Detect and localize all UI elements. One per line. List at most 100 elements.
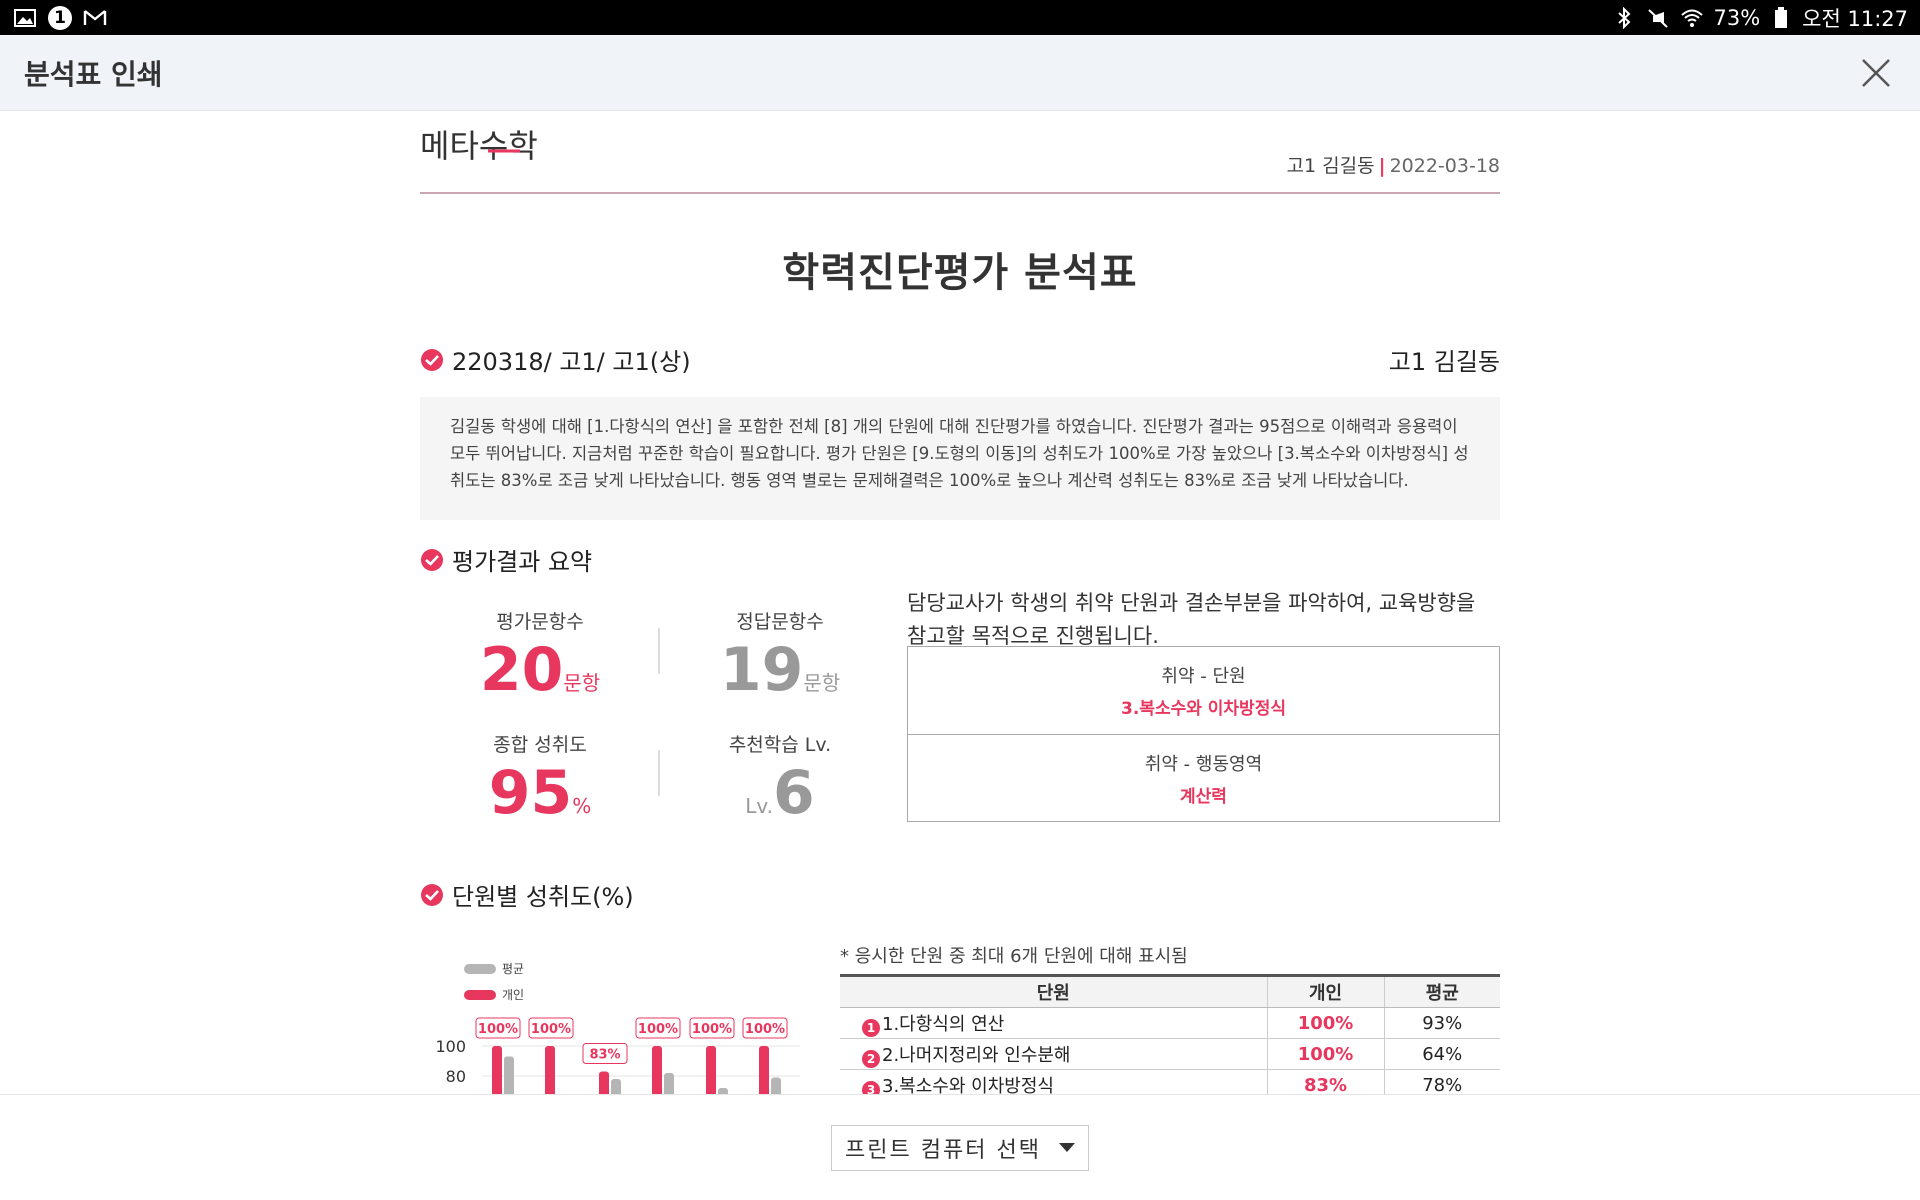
status-bar: 1 73% 오전 11:27 — [0, 0, 1920, 35]
legend-swatch-personal — [464, 990, 496, 1000]
wifi-icon — [1679, 5, 1705, 31]
summary-text: 김길동 학생에 대해 [1.다항식의 연산] 을 포함한 전체 [8] 개의 단… — [420, 397, 1500, 520]
metric-number: 19 — [719, 635, 804, 705]
metric-total-questions: 평가문항수 20문항 — [420, 607, 660, 702]
personal-score: 100% — [1266, 1007, 1384, 1039]
unit-achievement-heading: 단원별 성취도(%) — [420, 877, 1500, 912]
printer-select-dropdown[interactable]: 프린트 컴퓨터 선택 — [831, 1124, 1089, 1171]
report-document[interactable]: 메타수학 고1 김길동 | 2022-03-18 학력진단평가 분석표 220318… — [420, 111, 1500, 1094]
bottom-bar: 프린트 컴퓨터 선택 — [0, 1094, 1920, 1200]
result-summary-title: 평가결과 요약 — [452, 548, 593, 576]
legend-swatch-average — [464, 964, 496, 974]
unit-achievement-chart: 평균개인1008060100%100%83%100%100%100% — [435, 962, 800, 1094]
table-row: 2 2.나머지정리와 인수분해 100% 64% — [840, 1038, 1500, 1070]
average-score: 78% — [1383, 1069, 1500, 1094]
y-tick-label: 100 — [435, 1037, 466, 1056]
check-badge-icon — [421, 883, 443, 906]
unit-name-cell: 2 2.나머지정리와 인수분해 — [840, 1038, 1267, 1070]
bluetooth-icon — [1611, 5, 1637, 31]
data-label-box — [528, 1017, 574, 1039]
table-row: 1 1.다항식의 연산 100% 93% — [840, 1007, 1500, 1039]
printer-select-label: 프린트 컴퓨터 선택 — [845, 1137, 1041, 1163]
data-label-box — [582, 1043, 628, 1064]
unit-note: * 응시한 단원 중 최대 6개 단원에 대해 표시됨 — [840, 946, 1188, 967]
metric-value: 95% — [420, 761, 660, 825]
metric-value: 19문항 — [660, 638, 900, 702]
metric-number: 95 — [488, 758, 573, 828]
image-icon — [12, 5, 38, 31]
battery-percent: 73% — [1713, 5, 1761, 30]
result-summary-title-wrap: 평가결과 요약 — [420, 542, 592, 577]
report-date: 2022-03-18 — [1389, 155, 1500, 177]
bar-personal — [759, 1046, 769, 1094]
weak-behavior: 취약 - 행동영역 계산력 — [908, 734, 1499, 821]
unit-achievement: 평균개인1008060100%100%83%100%100%100% * 응시한… — [420, 912, 1500, 1094]
data-label: 83% — [589, 1048, 620, 1063]
metric-divider — [658, 750, 660, 796]
check-badge-icon — [421, 348, 443, 371]
bar-average — [718, 1088, 728, 1094]
bar-personal — [652, 1046, 662, 1094]
app-bar: 분석표 인쇄 — [0, 35, 1920, 111]
metric-unit: 문항 — [803, 671, 841, 695]
metric-number: 6 — [773, 758, 815, 828]
check-badge-icon — [421, 548, 443, 571]
row-number-badge: 1 — [862, 1018, 880, 1037]
close-button[interactable] — [1856, 53, 1896, 93]
table-header-row: 단원 개인 평균 — [840, 974, 1500, 1008]
data-label-box — [635, 1017, 681, 1039]
personal-score: 83% — [1266, 1069, 1384, 1094]
exam-id: 220318/ 고1/ 고1(상) — [452, 348, 691, 376]
metamath-logo: 메타수학 — [420, 127, 560, 171]
report-meta: 고1 김길동 | 2022-03-18 — [1287, 151, 1500, 178]
bar-personal — [706, 1046, 716, 1094]
col-personal: 개인 — [1266, 974, 1384, 1008]
report-header: 메타수학 고1 김길동 | 2022-03-18 — [420, 111, 1500, 194]
app-bar-title: 분석표 인쇄 — [24, 57, 163, 91]
unit-achievement-title-wrap: 단원별 성취도(%) — [420, 877, 634, 912]
bar-personal — [492, 1046, 502, 1094]
data-label: 100% — [531, 1022, 571, 1037]
metric-prefix: Lv. — [745, 794, 774, 818]
unit-table: 단원 개인 평균 1 1.다항식의 연산 100% 93% 2 2.나머지정리와 인… — [840, 974, 1500, 1094]
metric-total-achievement: 종합 성취도 95% — [420, 730, 660, 825]
data-label-box — [475, 1017, 521, 1039]
report-student: 고1 김길동 — [1286, 155, 1375, 177]
metric-number: 20 — [479, 635, 564, 705]
table-row: 3 3.복소수와 이차방정식 83% 78% — [840, 1069, 1500, 1094]
logo-text: 메타수학 — [420, 127, 538, 165]
metric-value: Lv.6 — [660, 761, 900, 825]
unit-name: 1.다항식의 연산 — [882, 1013, 1005, 1035]
metric-correct-answers: 정답문항수 19문항 — [660, 607, 900, 702]
metric-divider — [658, 628, 660, 674]
unit-name: 2.나머지정리와 인수분해 — [882, 1044, 1071, 1066]
exam-student: 고1 김길동 — [1388, 348, 1500, 376]
data-label-box — [742, 1017, 788, 1039]
status-right: 73% 오전 11:27 — [1611, 3, 1908, 33]
badge-1-icon: 1 — [48, 5, 72, 30]
metric-label: 추천학습 Lv. — [728, 734, 832, 756]
unit-name-cell: 1 1.다항식의 연산 — [840, 1007, 1267, 1039]
weak-area-box: 취약 - 단원 3.복소수와 이차방정식 취약 - 행동영역 계산력 — [907, 646, 1500, 822]
close-icon — [1862, 58, 1890, 87]
exam-info: 220318/ 고1/ 고1(상) — [420, 342, 691, 377]
row-number-badge: 2 — [862, 1049, 880, 1068]
gmail-icon — [82, 5, 108, 31]
average-score: 64% — [1383, 1038, 1500, 1070]
battery-icon — [1768, 5, 1794, 31]
average-score: 93% — [1383, 1007, 1500, 1039]
bar-average — [504, 1056, 514, 1094]
weak-value: 3.복소수와 이차방정식 — [1121, 699, 1286, 719]
bar-personal — [599, 1071, 609, 1094]
meta-separator: | — [1378, 155, 1386, 177]
bar-average — [771, 1077, 781, 1094]
metric-unit: 문항 — [563, 671, 601, 695]
mute-icon — [1645, 5, 1671, 31]
status-left: 1 — [12, 5, 108, 31]
weak-label: 취약 - 행동영역 — [1144, 753, 1263, 775]
chevron-down-icon — [1058, 1143, 1075, 1152]
clock: 오전 11:27 — [1802, 6, 1908, 31]
metric-recommended-level: 추천학습 Lv. Lv.6 — [660, 730, 900, 825]
weak-label: 취약 - 단원 — [1161, 666, 1246, 687]
data-label: 100% — [692, 1022, 732, 1037]
